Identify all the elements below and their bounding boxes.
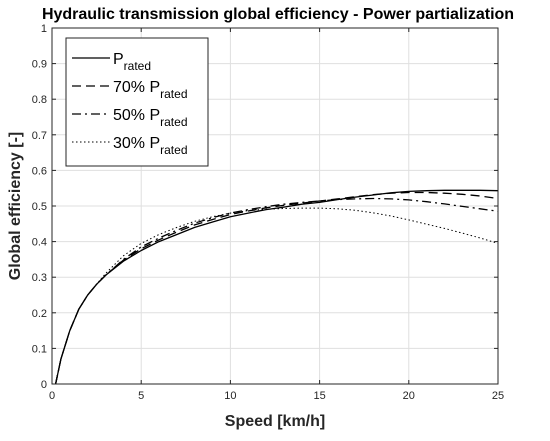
series-line-1 <box>54 191 499 385</box>
legend-label-1: 70% Prated <box>113 79 188 101</box>
y-axis-label: Global efficiency [-] <box>7 132 24 280</box>
y-tick-label: 1 <box>41 23 47 35</box>
legend-box <box>65 37 209 167</box>
legend-label-3: 30% Prated <box>113 135 188 157</box>
x-tick-label: 5 <box>138 390 144 402</box>
series-layer <box>54 189 499 385</box>
chart-title: Hydraulic transmission global efficiency… <box>42 6 514 23</box>
y-tick-label: 0.9 <box>32 59 47 71</box>
series-line-2 <box>54 197 499 385</box>
y-tick-label: 0.1 <box>32 343 47 355</box>
legend-label-0: Prated <box>113 51 151 73</box>
x-tick-label: 15 <box>313 390 325 402</box>
x-axis-label: Speed [km/h] <box>225 413 325 430</box>
y-tick-label: 0.5 <box>32 201 47 213</box>
y-tick-label: 0.3 <box>32 272 47 284</box>
legend: Prated 70% Prated 50% Prated 30% Prated <box>65 37 209 167</box>
legend-label-2: 50% Prated <box>113 107 188 129</box>
series-line-0 <box>54 189 499 385</box>
y-tick-label: 0.6 <box>32 165 47 177</box>
x-tick-label: 10 <box>224 390 236 402</box>
x-tick-label: 25 <box>492 390 504 402</box>
y-tick-label: 0.7 <box>32 130 47 142</box>
y-tick-label: 0.2 <box>32 308 47 320</box>
x-tick-label: 0 <box>49 390 55 402</box>
y-tick-label: 0 <box>41 379 47 391</box>
axis-ticks: 0 5 10 15 20 25 0 0.1 0.2 0.3 0.4 0.5 0.6 0.7 0.8 0.9 1 <box>32 23 504 402</box>
y-tick-label: 0.8 <box>32 94 47 106</box>
x-tick-label: 20 <box>403 390 415 402</box>
y-tick-label: 0.4 <box>32 237 47 249</box>
series-line-3 <box>55 207 499 385</box>
